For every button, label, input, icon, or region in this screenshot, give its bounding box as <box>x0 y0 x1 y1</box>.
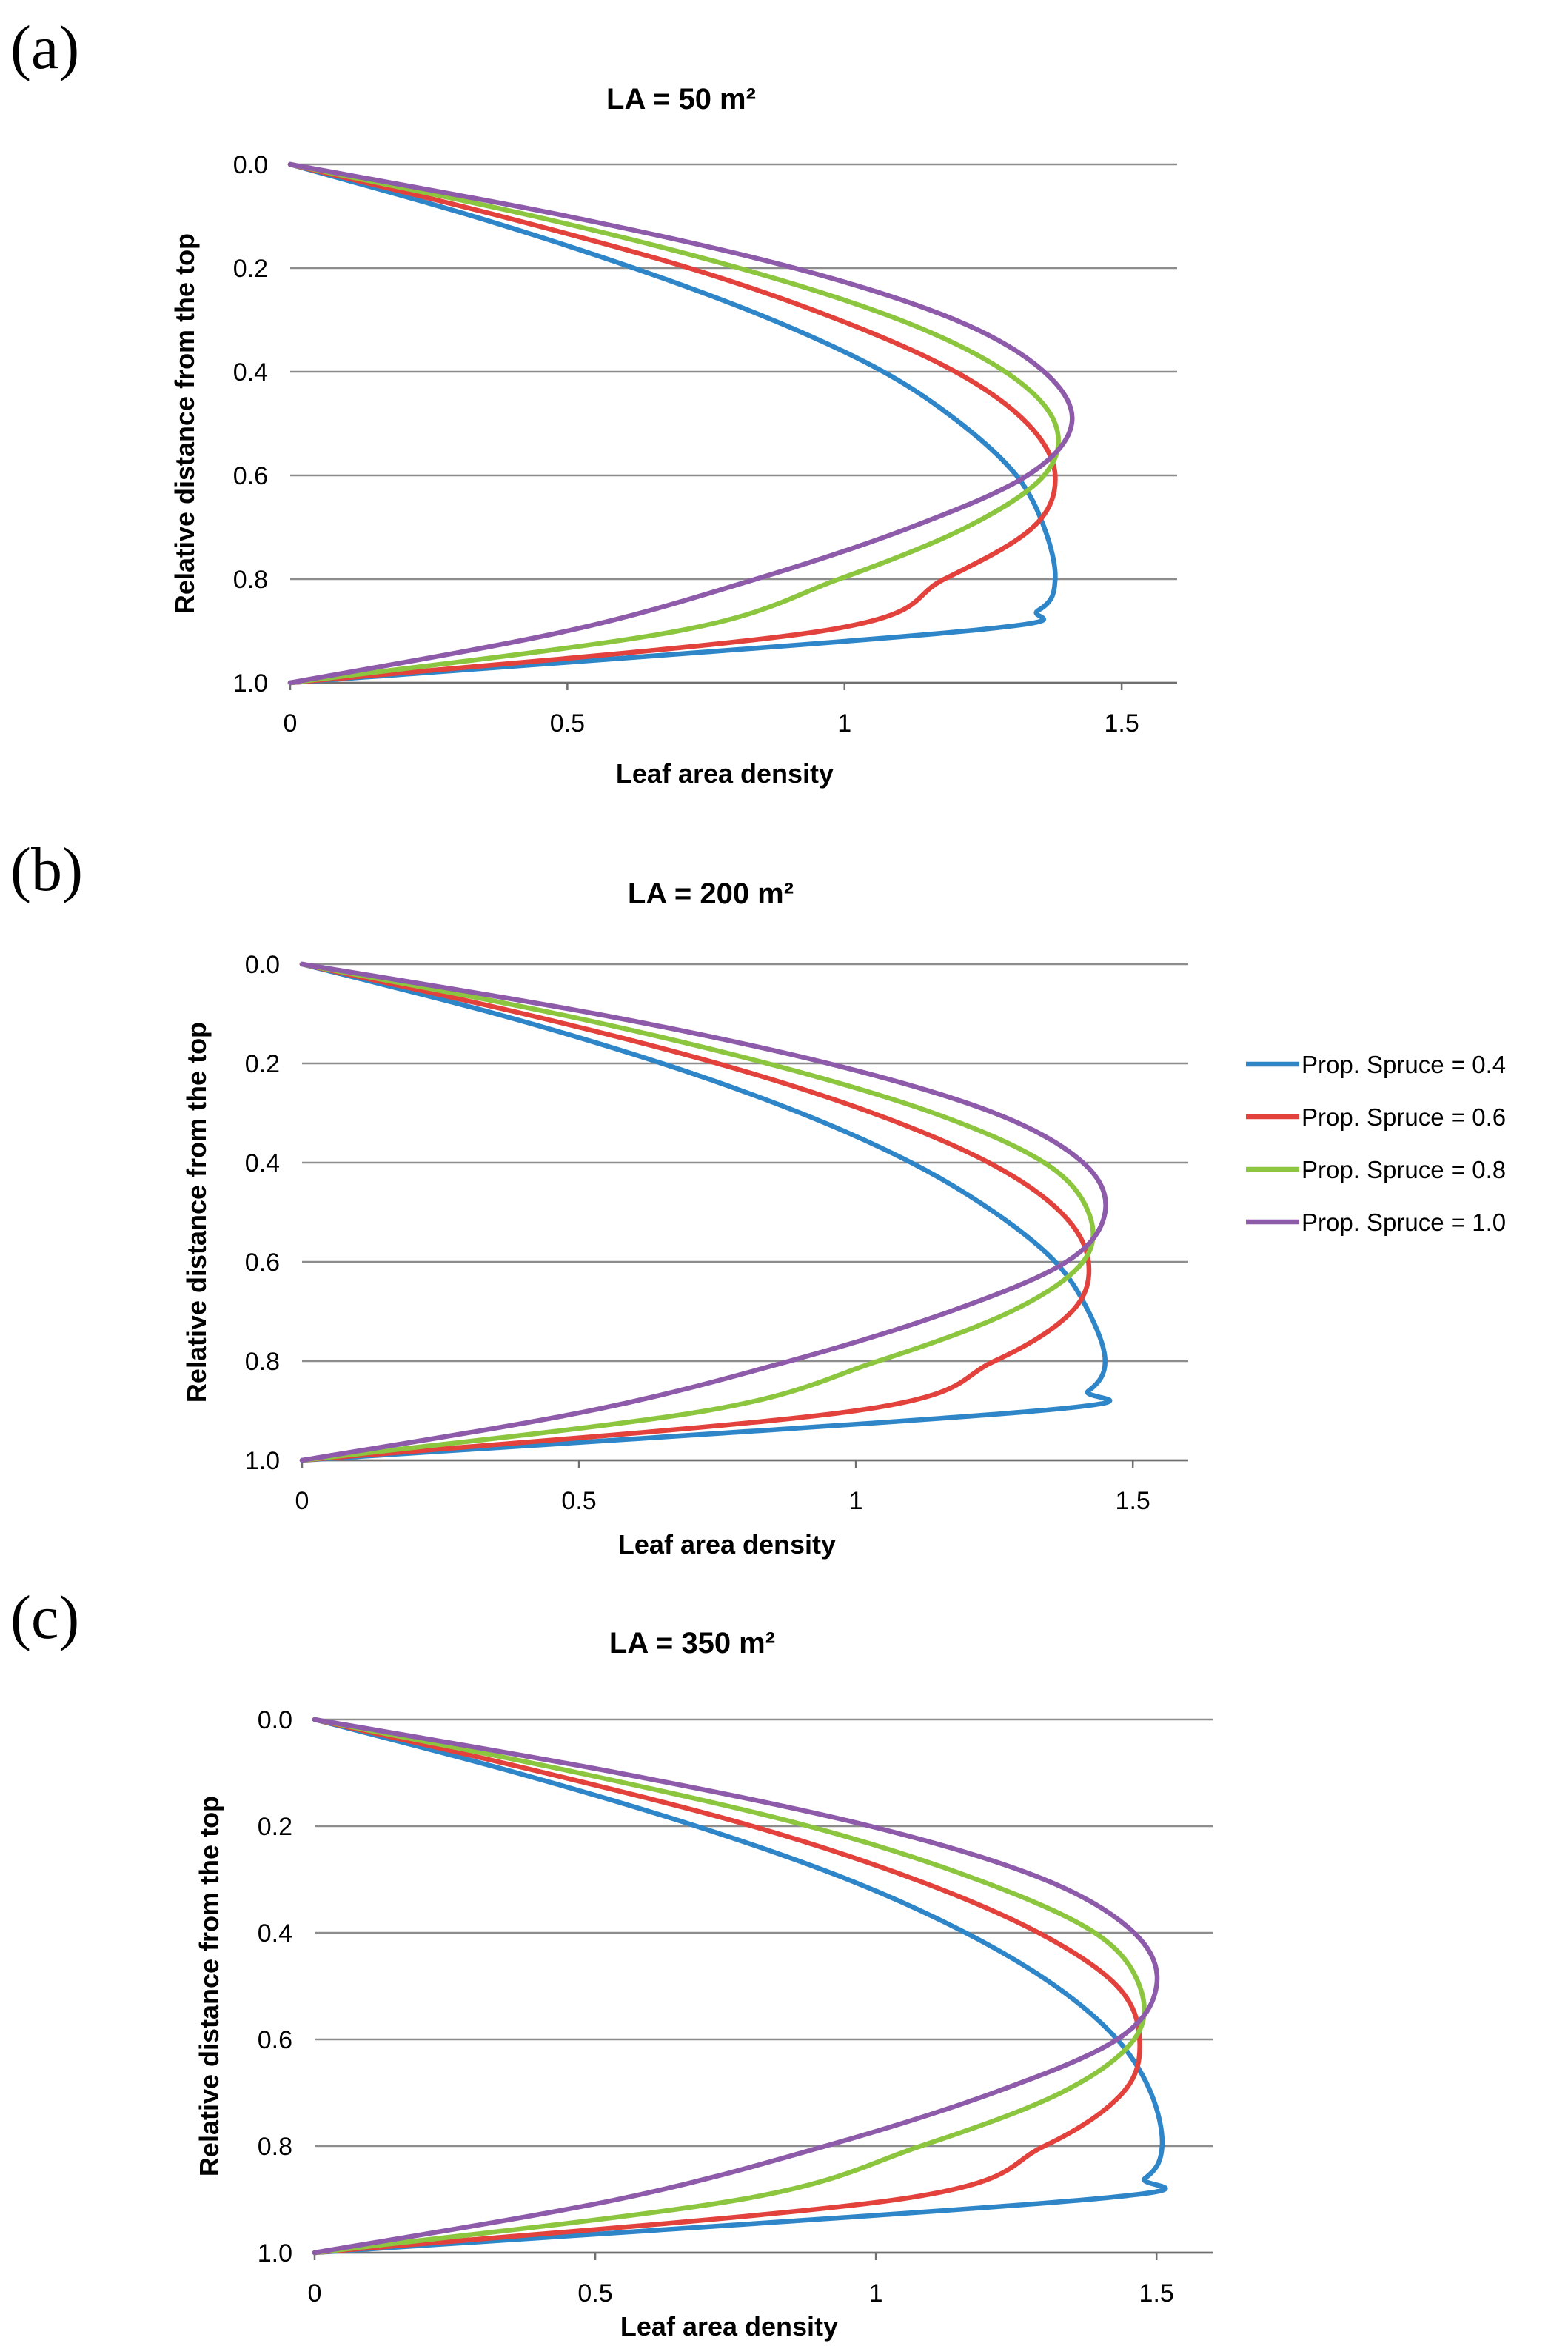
series-line-spruce-0.8 <box>299 961 1096 1463</box>
y-axis-label: Relative distance from the top <box>170 233 200 614</box>
panel-label: (a) <box>10 13 79 82</box>
y-tick-label: 0.6 <box>233 462 268 490</box>
y-tick-label: 0.0 <box>258 1706 292 1734</box>
y-tick-label: 1.0 <box>258 2239 292 2268</box>
y-tick-label: 0.6 <box>245 1249 280 1277</box>
x-tick-label: 1.5 <box>1139 2279 1174 2307</box>
x-tick-label: 0 <box>295 1487 309 1515</box>
x-tick-label: 1 <box>869 2279 883 2307</box>
y-axis-label: Relative distance from the top <box>181 1022 212 1403</box>
x-axis-label: Leaf area density <box>616 758 834 789</box>
y-tick-label: 1.0 <box>233 669 268 698</box>
series-line-spruce-0.6 <box>299 961 1092 1463</box>
x-tick-label: 1 <box>837 709 851 738</box>
y-tick-label: 0.4 <box>258 1919 292 1948</box>
chart-panel-b: (b) LA = 200 m² 0.0 0.2 0.4 0.6 0.8 1.0 0 0.5 1 1.5… <box>10 835 1506 1560</box>
legend-entry: Prop. Spruce = 0.8 <box>1301 1156 1506 1183</box>
series-line-spruce-0.8 <box>312 1717 1147 2256</box>
y-tick-label: 0.8 <box>233 566 268 594</box>
panel-label: (c) <box>10 1583 79 1652</box>
y-tick-label: 0.0 <box>233 151 268 179</box>
x-tick-label: 1.5 <box>1104 709 1139 738</box>
x-tick-label: 0 <box>308 2279 322 2307</box>
chart-title: LA = 50 m² <box>606 83 756 116</box>
x-tick-label: 0.5 <box>577 2279 612 2307</box>
chart-title: LA = 200 m² <box>628 878 794 910</box>
series-line-spruce-0.6 <box>312 1717 1142 2256</box>
x-tick-label: 1.5 <box>1116 1487 1150 1515</box>
y-tick-label: 0.4 <box>233 358 268 387</box>
y-axis-label: Relative distance from the top <box>194 1796 224 2176</box>
legend: Prop. Spruce = 0.4 Prop. Spruce = 0.6 Prop… <box>1246 1051 1506 1236</box>
y-tick-label: 0.2 <box>233 255 268 283</box>
legend-entry: Prop. Spruce = 1.0 <box>1301 1209 1506 1236</box>
series-line-spruce-0.8 <box>287 161 1061 686</box>
y-tick-label: 0.6 <box>258 2026 292 2054</box>
y-tick-label: 0.2 <box>245 1050 280 1078</box>
series-line-spruce-1.0 <box>287 161 1075 686</box>
y-tick-label: 0.8 <box>258 2133 292 2161</box>
series-line-spruce-1.0 <box>312 1717 1160 2256</box>
x-tick-label: 0.5 <box>550 709 585 738</box>
x-tick-label: 1 <box>849 1487 863 1515</box>
y-tick-label: 1.0 <box>245 1447 280 1475</box>
series-line-spruce-1.0 <box>299 961 1108 1463</box>
legend-entry: Prop. Spruce = 0.6 <box>1301 1103 1506 1131</box>
y-tick-label: 0.2 <box>258 1813 292 1841</box>
series-line-spruce-0.4 <box>287 161 1058 686</box>
chart-title: LA = 350 m² <box>609 1627 775 1660</box>
x-axis-label: Leaf area density <box>620 2311 838 2342</box>
series-line-spruce-0.6 <box>287 161 1058 686</box>
chart-panel-a: (a) LA = 50 m² 0.0 0.2 0.4 0.6 0.8 1.0 0 0.5 1 1.5 L… <box>10 13 1177 789</box>
x-axis-label: Leaf area density <box>618 1529 836 1560</box>
panel-label: (b) <box>10 835 83 904</box>
series-line-spruce-0.4 <box>299 961 1113 1463</box>
series-line-spruce-0.4 <box>312 1717 1168 2256</box>
y-tick-label: 0.0 <box>245 951 280 979</box>
chart-panel-c: (c) LA = 350 m² 0.0 0.2 0.4 0.6 0.8 1.0 0 0.5 1 1.5… <box>10 1583 1213 2342</box>
y-tick-label: 0.4 <box>245 1149 280 1177</box>
x-tick-label: 0.5 <box>561 1487 596 1515</box>
y-tick-label: 0.8 <box>245 1348 280 1376</box>
legend-entry: Prop. Spruce = 0.4 <box>1301 1051 1506 1078</box>
x-tick-label: 0 <box>284 709 298 738</box>
